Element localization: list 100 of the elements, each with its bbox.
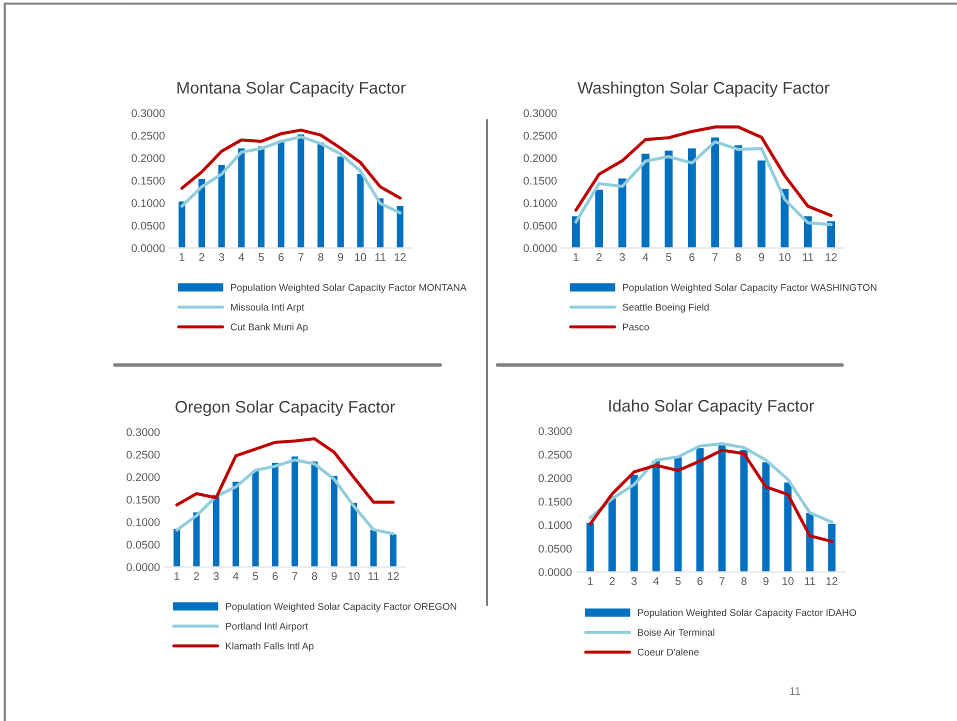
chart-title: Idaho Solar Capacity Factor (609, 399, 814, 416)
bar (716, 444, 728, 572)
x-tick-label: 9 (338, 253, 344, 262)
bar (330, 474, 339, 567)
legend-label: Population Weighted Solar Capacity Factor MONTANA (231, 284, 467, 293)
x-tick-label: 8 (741, 577, 747, 586)
line-series (180, 135, 402, 214)
x-tick-label: 1 (574, 253, 578, 261)
y-tick-label: 0.2500 (126, 450, 160, 459)
x-tick-label: 11 (368, 572, 379, 580)
y-tick-label: 0.3000 (126, 428, 160, 436)
x-tick-label: 10 (782, 577, 794, 586)
bar (694, 446, 706, 572)
bar (231, 480, 240, 567)
line-series (175, 458, 395, 536)
legend-label: Population Weighted Solar Capacity Factor WASHINGTON (623, 284, 876, 293)
x-tick-label: 8 (318, 253, 324, 262)
x-tick-label: 4 (642, 253, 648, 261)
bar (732, 144, 744, 248)
y-tick-label: 0.3000 (132, 109, 165, 118)
legend-label: Boise Air Terminal (638, 628, 714, 636)
y-tick-label: 0.3000 (524, 109, 557, 118)
legend-label: Cut Bank Muni Ap (230, 323, 308, 332)
y-tick-label: 0.2000 (538, 474, 572, 482)
bar (336, 155, 346, 248)
line-series (175, 437, 395, 506)
x-tick-label: 11 (375, 253, 386, 261)
x-tick-label: 7 (712, 253, 718, 261)
legend-label: Pasco (623, 324, 649, 330)
bar (256, 145, 266, 248)
y-tick-label: 0.0000 (524, 244, 557, 252)
bar (316, 141, 326, 248)
x-tick-label: 3 (620, 253, 625, 262)
bar (616, 177, 628, 248)
bar (172, 528, 182, 567)
x-tick-label: 4 (232, 572, 239, 580)
y-tick-label: 0.1500 (132, 176, 165, 185)
y-tick-label: 0.2500 (524, 132, 557, 140)
x-tick-label: 10 (348, 572, 360, 580)
x-tick-label: 12 (826, 253, 837, 261)
bar (594, 188, 604, 248)
bar (276, 139, 286, 248)
chart-title: Washington Solar Capacity Factor (577, 81, 830, 98)
y-tick-label: 0.1000 (132, 199, 165, 208)
text: 11 (790, 687, 800, 695)
x-tick-label: 7 (298, 253, 304, 261)
y-tick-label: 0.2500 (132, 132, 165, 140)
x-tick-label: 1 (174, 572, 180, 580)
line-series (574, 125, 833, 218)
legend-label: Population Weighted Solar Capacity Factor OREGON (226, 602, 456, 612)
x-tick-label: 2 (194, 572, 200, 580)
y-tick-label: 0.1000 (126, 518, 160, 526)
x-tick-label: 9 (758, 253, 764, 262)
x-tick-label: 1 (588, 577, 593, 585)
bar (640, 152, 651, 248)
x-tick-label: 9 (763, 577, 768, 586)
bar (760, 460, 772, 572)
bar (197, 178, 206, 248)
line-series (574, 140, 833, 226)
bar (236, 146, 246, 248)
line-series (180, 128, 402, 200)
legend-label: Klamath Falls Intl Ap (226, 642, 314, 652)
bar (192, 510, 202, 567)
bar (270, 461, 280, 567)
bar (756, 159, 767, 248)
y-tick-label: 0.1000 (538, 521, 572, 530)
x-tick-label: 5 (258, 253, 264, 262)
bar (738, 448, 750, 572)
bar (212, 493, 221, 567)
x-tick-label: 12 (826, 577, 838, 585)
y-tick-label: 0.0500 (524, 222, 557, 230)
x-tick-label: 6 (689, 253, 695, 262)
chart-title: Montana Solar Capacity Factor (178, 81, 406, 98)
bar (710, 136, 720, 248)
bar (826, 220, 836, 248)
x-tick-label: 2 (610, 577, 615, 585)
x-tick-label: 11 (802, 253, 814, 261)
bar (388, 533, 398, 567)
bar (686, 146, 698, 248)
x-tick-label: 7 (292, 572, 298, 580)
x-tick-label: 12 (394, 253, 406, 261)
x-tick-label: 11 (804, 577, 816, 585)
x-tick-label: 10 (355, 253, 366, 262)
bar (826, 522, 837, 572)
line-series (588, 448, 834, 543)
y-tick-label: 0.0000 (126, 563, 160, 572)
chart-title: Oregon Solar Capacity Factor (176, 400, 395, 416)
x-tick-label: 5 (675, 577, 681, 586)
x-tick-label: 6 (278, 253, 284, 262)
bar (782, 481, 793, 572)
bar (650, 459, 662, 572)
bar (672, 456, 684, 572)
bar (250, 469, 260, 567)
bar (395, 204, 405, 248)
x-tick-label: 4 (653, 577, 659, 585)
x-tick-label: 4 (238, 253, 244, 261)
bar (216, 164, 226, 248)
bar (356, 172, 366, 248)
y-tick-label: 0.1500 (524, 176, 557, 185)
x-tick-label: 1 (180, 253, 184, 261)
